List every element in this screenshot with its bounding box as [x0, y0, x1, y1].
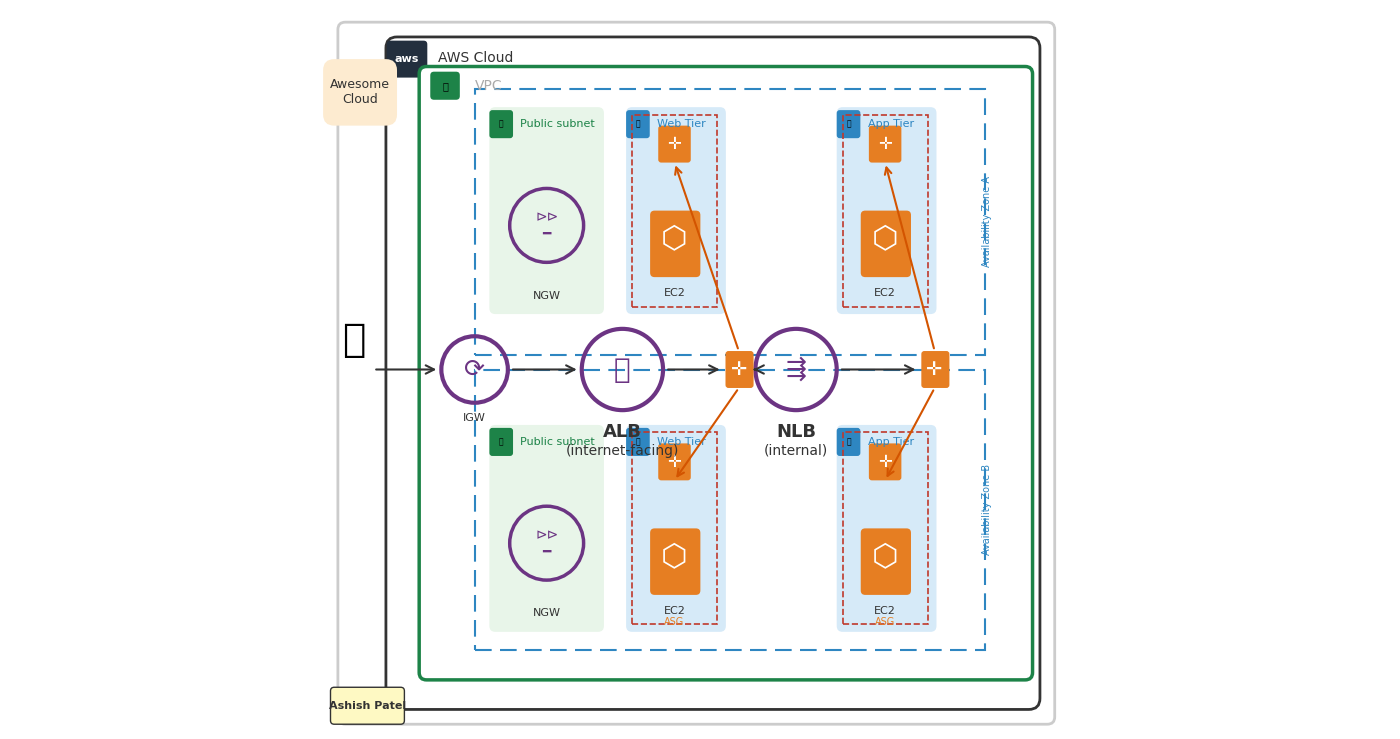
- Bar: [631, 432, 717, 624]
- Text: App Tier: App Tier: [868, 119, 914, 129]
- FancyBboxPatch shape: [490, 107, 603, 314]
- FancyBboxPatch shape: [386, 37, 1040, 709]
- Text: Web Tier: Web Tier: [657, 437, 706, 447]
- Text: (internet-facing): (internet-facing): [566, 444, 679, 457]
- FancyBboxPatch shape: [725, 351, 753, 388]
- Text: 👥: 👥: [343, 321, 365, 359]
- Text: Availability Zone A: Availability Zone A: [981, 176, 991, 268]
- Text: VPC: VPC: [475, 79, 503, 92]
- FancyBboxPatch shape: [386, 41, 427, 78]
- Text: ⊳⊳
━: ⊳⊳ ━: [535, 528, 559, 558]
- Text: 🔒: 🔒: [498, 120, 504, 129]
- Text: NGW: NGW: [532, 290, 560, 301]
- Text: ✛: ✛: [731, 360, 748, 379]
- Text: NLB: NLB: [776, 423, 816, 441]
- Text: Public subnet: Public subnet: [521, 119, 595, 129]
- Text: ⬡: ⬡: [661, 225, 687, 255]
- Text: Availability Zone B: Availability Zone B: [981, 464, 991, 556]
- FancyBboxPatch shape: [869, 443, 902, 480]
- Text: ✛: ✛: [927, 360, 942, 379]
- FancyBboxPatch shape: [921, 351, 949, 388]
- Text: EC2: EC2: [664, 288, 686, 299]
- Text: ⛙: ⛙: [615, 355, 631, 384]
- Text: EC2: EC2: [874, 606, 896, 616]
- FancyBboxPatch shape: [330, 687, 405, 724]
- Text: Public subnet: Public subnet: [521, 437, 595, 447]
- Text: ASG: ASG: [875, 617, 895, 627]
- Text: ⬡: ⬡: [872, 225, 899, 255]
- FancyBboxPatch shape: [650, 528, 700, 595]
- Text: AWS Cloud: AWS Cloud: [438, 51, 512, 64]
- FancyBboxPatch shape: [626, 428, 650, 456]
- Text: 🔒: 🔒: [442, 81, 448, 91]
- FancyBboxPatch shape: [837, 107, 937, 314]
- FancyBboxPatch shape: [490, 425, 603, 632]
- Text: ✛: ✛: [668, 453, 682, 471]
- FancyBboxPatch shape: [650, 211, 700, 277]
- Bar: [475, 370, 984, 650]
- Text: ⬡: ⬡: [872, 543, 899, 573]
- FancyBboxPatch shape: [837, 110, 861, 138]
- Text: 🔒: 🔒: [636, 437, 640, 446]
- FancyBboxPatch shape: [323, 59, 398, 126]
- FancyBboxPatch shape: [626, 425, 725, 632]
- Text: 🔒: 🔒: [846, 120, 851, 129]
- Text: 🔒: 🔒: [636, 120, 640, 129]
- Text: ⬡: ⬡: [661, 543, 687, 573]
- Text: 🔒: 🔒: [498, 437, 504, 446]
- FancyBboxPatch shape: [626, 110, 650, 138]
- FancyBboxPatch shape: [430, 72, 459, 100]
- Text: aws: aws: [395, 54, 419, 64]
- Bar: [843, 432, 928, 624]
- FancyBboxPatch shape: [861, 211, 911, 277]
- Text: ✛: ✛: [668, 135, 682, 153]
- Text: (internal): (internal): [764, 444, 829, 457]
- FancyBboxPatch shape: [490, 110, 512, 138]
- Text: Web Tier: Web Tier: [657, 119, 706, 129]
- Text: Awesome
Cloud: Awesome Cloud: [330, 78, 391, 106]
- Bar: [475, 89, 984, 355]
- Text: Ashish Patel: Ashish Patel: [329, 701, 406, 711]
- Text: ALB: ALB: [603, 423, 641, 441]
- FancyBboxPatch shape: [837, 428, 861, 456]
- Text: ✛: ✛: [878, 453, 892, 471]
- FancyBboxPatch shape: [626, 107, 725, 314]
- FancyBboxPatch shape: [337, 22, 1054, 724]
- Text: EC2: EC2: [664, 606, 686, 616]
- Bar: [843, 115, 928, 307]
- Text: 🔒: 🔒: [846, 437, 851, 446]
- FancyBboxPatch shape: [837, 425, 937, 632]
- Text: ⟳: ⟳: [465, 358, 486, 381]
- FancyBboxPatch shape: [490, 428, 512, 456]
- Text: App Tier: App Tier: [868, 437, 914, 447]
- FancyBboxPatch shape: [869, 126, 902, 163]
- Text: ✛: ✛: [878, 135, 892, 153]
- FancyBboxPatch shape: [861, 528, 911, 595]
- Bar: [631, 115, 717, 307]
- FancyBboxPatch shape: [658, 443, 690, 480]
- Text: ASG: ASG: [665, 617, 685, 627]
- Text: EC2: EC2: [874, 288, 896, 299]
- Text: ⇶: ⇶: [785, 357, 806, 382]
- Text: NGW: NGW: [532, 608, 560, 619]
- FancyBboxPatch shape: [658, 126, 690, 163]
- FancyBboxPatch shape: [419, 67, 1033, 680]
- Text: IGW: IGW: [463, 412, 486, 423]
- Text: ⊳⊳
━: ⊳⊳ ━: [535, 211, 559, 240]
